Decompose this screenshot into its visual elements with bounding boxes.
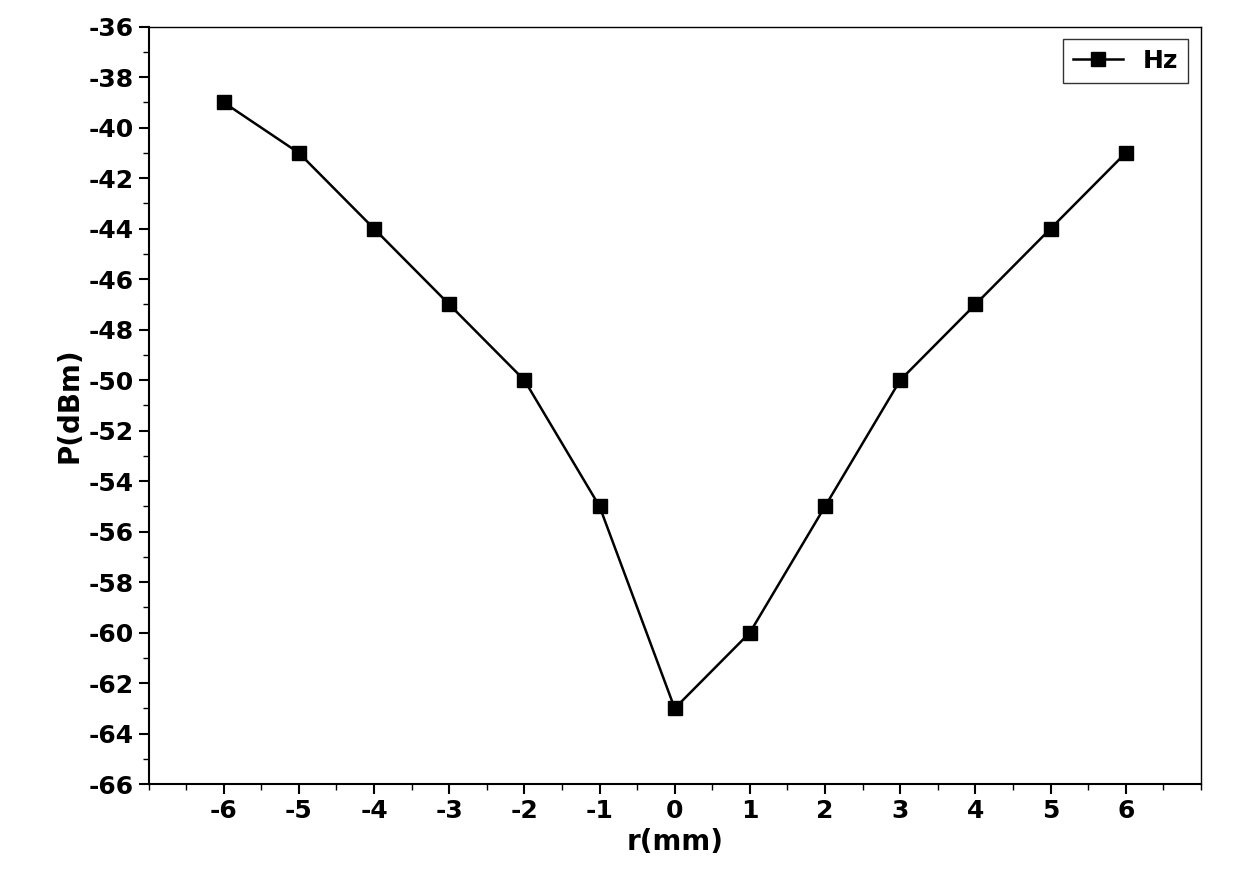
Hz [817, 501, 832, 511]
Hz [592, 501, 607, 511]
Hz [217, 97, 232, 108]
Line: Hz: Hz [217, 95, 1133, 715]
Hz [1118, 148, 1133, 159]
Hz [291, 148, 306, 159]
X-axis label: r(mm): r(mm) [626, 829, 723, 856]
Hz [517, 375, 532, 386]
Hz [1044, 224, 1058, 234]
Hz [366, 224, 381, 234]
Hz [667, 703, 682, 714]
Y-axis label: P(dBm): P(dBm) [56, 347, 83, 463]
Hz [442, 299, 457, 310]
Hz [968, 299, 983, 310]
Hz [893, 375, 907, 386]
Hz [743, 627, 758, 638]
Legend: Hz: Hz [1063, 39, 1188, 83]
